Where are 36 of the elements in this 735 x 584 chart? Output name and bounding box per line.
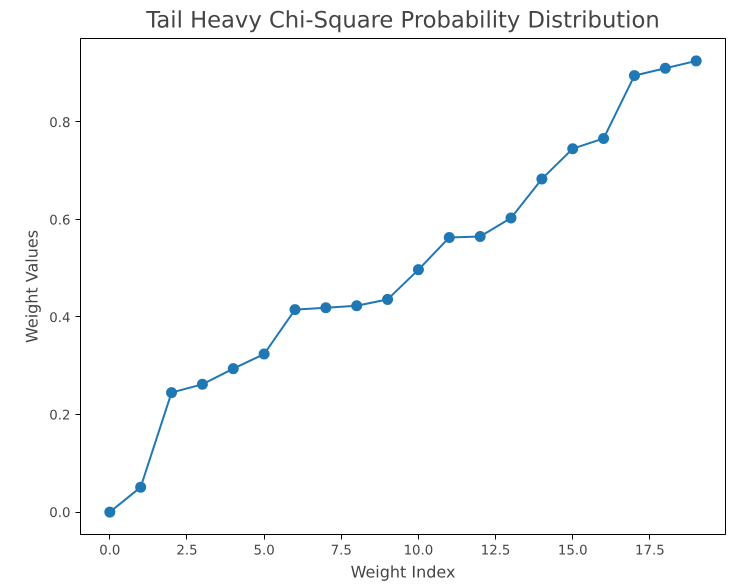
x-tick-label: 12.5 xyxy=(480,544,510,558)
point xyxy=(166,387,178,398)
y-tick-label: 0.6 xyxy=(49,213,71,228)
point xyxy=(628,70,640,82)
point xyxy=(135,482,146,493)
point xyxy=(196,378,208,390)
point xyxy=(412,264,424,276)
x-tick-label: 2.5 xyxy=(176,544,198,558)
x-tick-label: 10.0 xyxy=(404,544,434,558)
point xyxy=(660,62,671,74)
point xyxy=(690,55,702,66)
y-tick-label: 0.0 xyxy=(49,506,71,522)
y-axis-title: Weight Values xyxy=(22,230,42,344)
point xyxy=(228,363,239,374)
point xyxy=(104,506,116,518)
point xyxy=(320,302,332,314)
x-tick-label: 7.5 xyxy=(330,544,352,558)
y-tick-label: 0.2 xyxy=(49,408,71,424)
x-tick-label: 15.0 xyxy=(558,544,588,558)
point xyxy=(506,212,517,224)
x-tick-label: 0.0 xyxy=(99,544,120,558)
chart-title: Tail Heavy Chi-Square Probability Distribution xyxy=(145,8,660,34)
point xyxy=(536,173,548,184)
point xyxy=(444,232,455,243)
x-tick-label: 5.0 xyxy=(254,544,275,558)
point xyxy=(474,231,486,242)
point xyxy=(289,304,300,316)
point xyxy=(258,348,270,360)
x-tick-label: 17.5 xyxy=(635,544,665,558)
point xyxy=(382,294,394,305)
point xyxy=(567,143,578,154)
x-axis-title: Weight Index xyxy=(350,562,456,582)
y-tick-label: 0.4 xyxy=(49,310,71,326)
y-tick-label: 0.8 xyxy=(49,116,71,131)
point xyxy=(351,300,362,312)
point xyxy=(598,132,610,144)
